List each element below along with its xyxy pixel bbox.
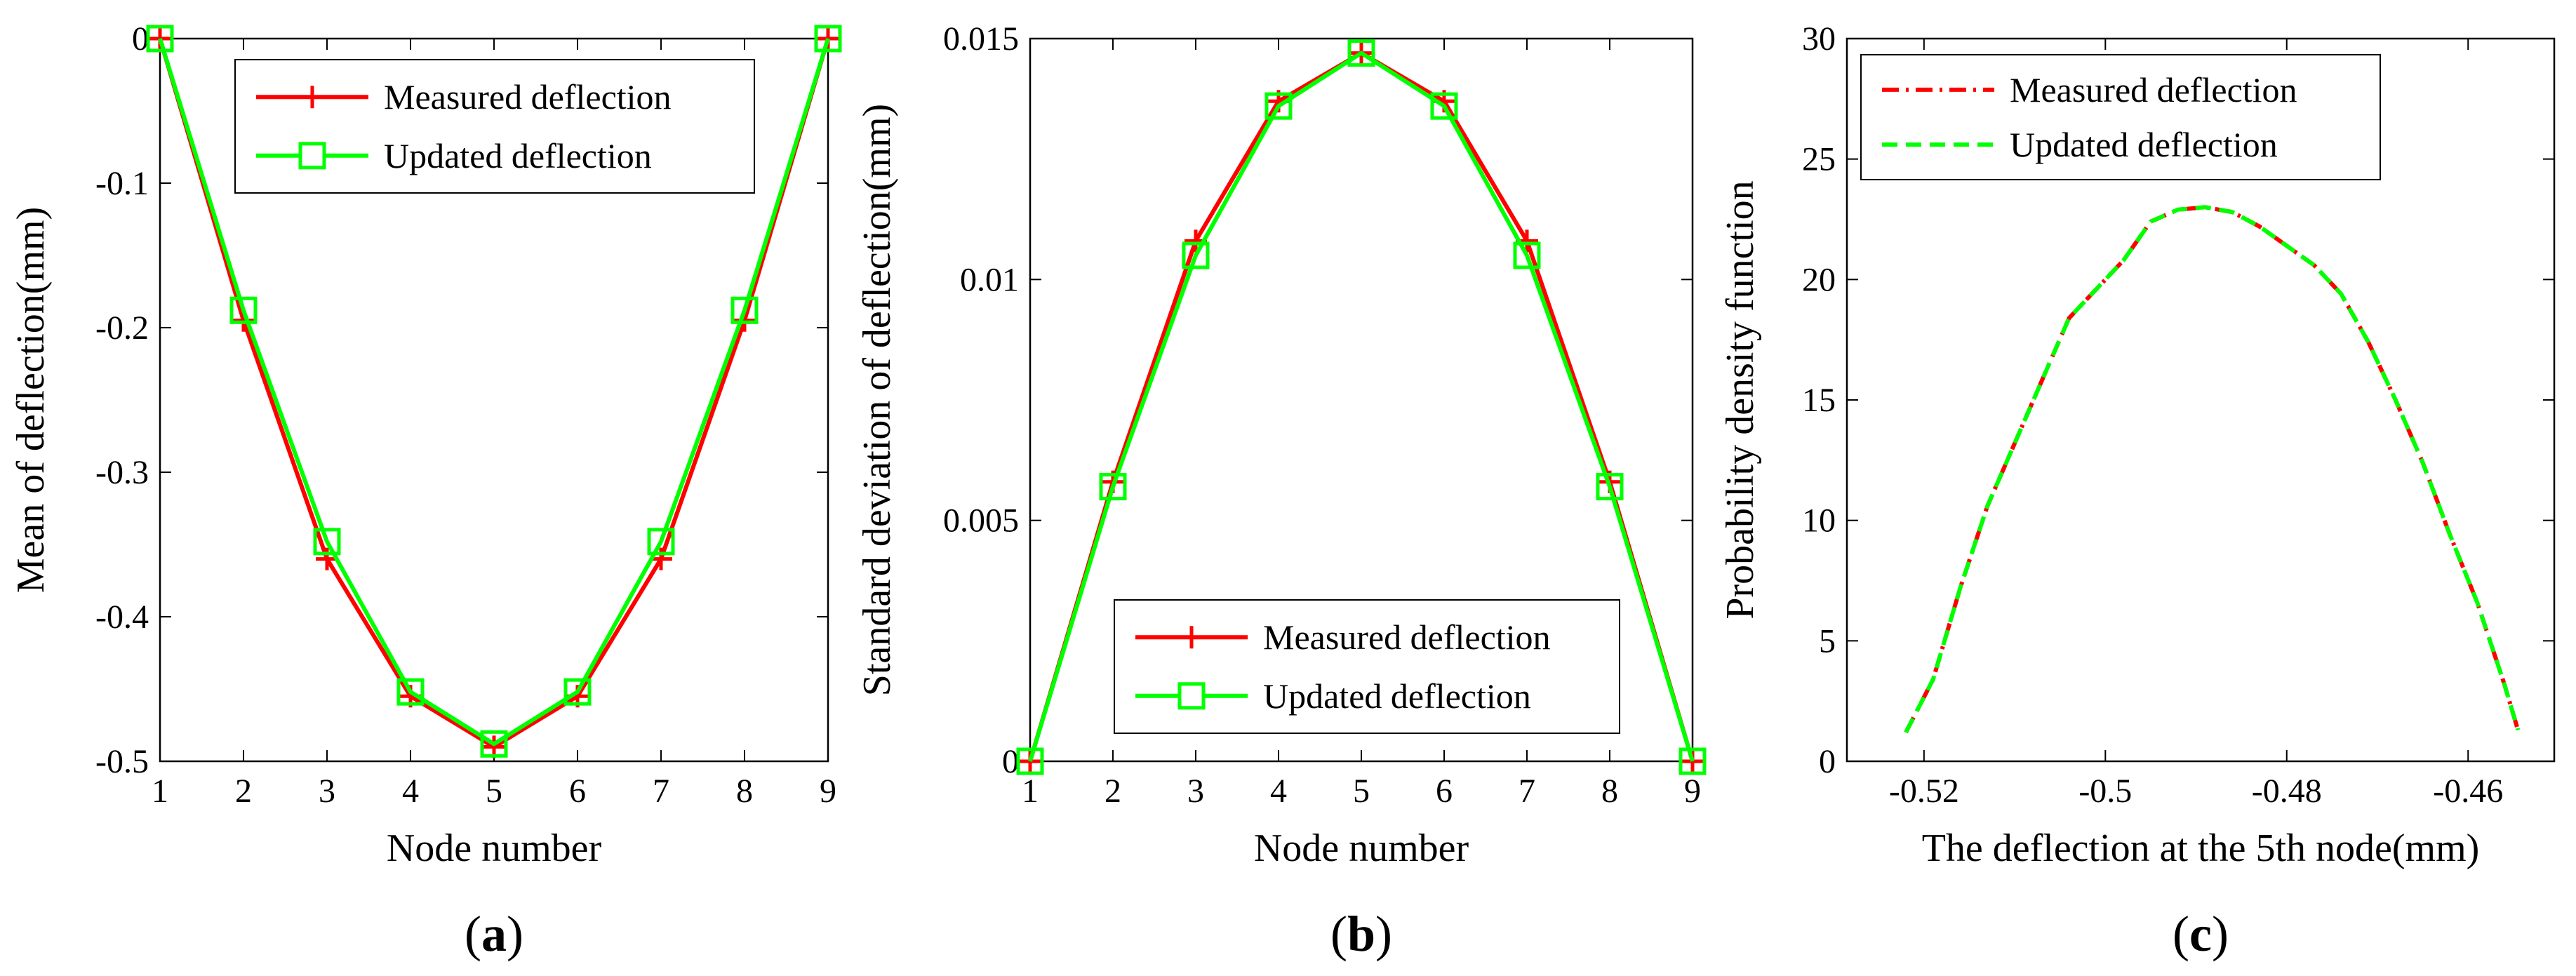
y-tick-label: -0.3	[95, 454, 149, 491]
legend-label: Updated deflection	[1263, 676, 1531, 716]
data-point-updated	[563, 678, 592, 706]
panel-label-open-paren: (	[1330, 906, 1347, 962]
x-tick-label: 5	[486, 773, 502, 810]
data-point-updated	[730, 296, 759, 324]
y-tick-label: 0.01	[960, 261, 1019, 298]
data-point-updated	[396, 678, 425, 706]
x-tick-label: -0.5	[2078, 773, 2132, 810]
x-tick-label: 9	[820, 773, 836, 810]
legend: Measured deflection Updated deflection	[1114, 599, 1620, 734]
y-tick-label: -0.5	[95, 743, 149, 780]
y-tick-label: 10	[1802, 502, 1836, 540]
x-tick-label: 3	[1187, 773, 1204, 810]
legend: Measured deflection Updated deflection	[234, 59, 755, 194]
data-point-updated	[229, 296, 258, 324]
x-tick-label: 8	[736, 773, 753, 810]
chart-panel-c: -0.52 -0.5 -0.48 -0.46 0 5 10 15 20 25 30 The defle…	[1719, 20, 2556, 962]
y-tick-label: -0.1	[95, 165, 149, 202]
x-tick-label: 8	[1601, 773, 1618, 810]
data-point-updated	[814, 25, 842, 53]
x-tick-label: 1	[1022, 773, 1039, 810]
panel-label-close-paren: )	[507, 906, 523, 962]
panel-label-open-paren: (	[2173, 906, 2189, 962]
chart-panel-b: 1 2 3 4 5 6 7 8 9 0 0.005 0.01 0.015 Node number Stand…	[855, 20, 1707, 962]
y-tick-label: -0.2	[95, 309, 149, 347]
y-tick-label: 5	[1819, 622, 1836, 660]
x-tick-label: 2	[1105, 773, 1121, 810]
data-point-updated	[1264, 92, 1293, 120]
data-point-updated	[1347, 39, 1375, 67]
series-line-updated	[1028, 51, 1695, 762]
legend-label: Measured deflection	[1263, 617, 1551, 657]
legend-marker-plus	[1180, 626, 1203, 649]
panel-label-close-paren: )	[1375, 906, 1392, 962]
data-point-updated	[647, 528, 675, 556]
data-point-updated	[480, 730, 508, 758]
data-point-updated	[1430, 92, 1458, 120]
legend-box	[234, 59, 755, 194]
panel-label-letter: b	[1347, 906, 1375, 962]
y-axis-label: Probability density function	[1719, 180, 1762, 619]
legend-marker-square	[298, 142, 326, 170]
series-line-updated	[158, 38, 830, 747]
y-axis-label: Mean of deflection(mm)	[9, 207, 53, 593]
panel-label: (b)	[1330, 906, 1392, 962]
x-tick-label: -0.52	[1889, 773, 1959, 810]
data-point-updated	[1513, 241, 1541, 269]
x-tick-label: 6	[569, 773, 586, 810]
y-tick-label: 30	[1802, 20, 1836, 58]
panel-label-close-paren: )	[2212, 906, 2229, 962]
data-point-updated	[1182, 241, 1210, 269]
legend-box	[1114, 599, 1620, 734]
y-tick-label: 0.015	[943, 20, 1019, 58]
panel-label: (c)	[2173, 906, 2229, 962]
x-tick-label: 2	[235, 773, 252, 810]
data-point-updated	[1679, 747, 1707, 775]
legend: Measured deflection Updated deflection	[1860, 54, 2381, 180]
data-point-updated	[146, 25, 174, 53]
x-tick-label: 4	[1270, 773, 1287, 810]
data-point-updated	[1016, 747, 1044, 775]
legend-box	[1860, 54, 2381, 180]
x-tick-label: 7	[1519, 773, 1535, 810]
y-tick-label: 0	[132, 20, 149, 58]
x-axis-label: Node number	[1254, 827, 1469, 870]
x-tick-label: 3	[319, 773, 335, 810]
x-axis-label: The deflection at the 5th node(mm)	[1922, 827, 2480, 870]
x-tick-label: -0.46	[2433, 773, 2503, 810]
x-tick-label: 4	[402, 773, 419, 810]
data-point-updated	[1099, 473, 1127, 501]
y-tick-label: 20	[1802, 261, 1836, 298]
legend-marker-plus	[301, 86, 323, 109]
x-tick-label: 5	[1353, 773, 1370, 810]
y-tick-label: 15	[1802, 382, 1836, 419]
y-tick-label: 0	[1819, 743, 1836, 780]
x-tick-label: -0.48	[2252, 773, 2322, 810]
data-point-updated	[313, 528, 341, 556]
legend-label: Measured deflection	[2010, 70, 2297, 109]
x-tick-label: 7	[653, 773, 669, 810]
x-tick-label: 1	[152, 773, 168, 810]
panel-label-letter: a	[481, 906, 507, 962]
legend-label: Measured deflection	[384, 77, 672, 116]
y-tick-label: -0.4	[95, 599, 149, 636]
legend-label: Updated deflection	[2010, 125, 2278, 164]
legend-marker-square	[1177, 682, 1206, 710]
legend-label: Updated deflection	[384, 136, 652, 175]
panel-label: (a)	[465, 906, 523, 962]
data-point-updated	[1596, 473, 1624, 501]
x-axis-label: Node number	[387, 827, 602, 870]
y-tick-label: 25	[1802, 141, 1836, 178]
series-line-measured	[1904, 205, 2521, 734]
panel-label-open-paren: (	[465, 906, 481, 962]
y-axis-label: Standard deviation of deflection(mm)	[855, 104, 899, 696]
x-tick-label: 6	[1436, 773, 1453, 810]
y-tick-label: 0.005	[943, 502, 1019, 540]
panel-label-letter: c	[2189, 906, 2212, 962]
y-tick-label: 0	[1002, 743, 1019, 780]
x-tick-label: 9	[1684, 773, 1701, 810]
series-line-updated	[1904, 205, 2521, 734]
chart-panel-a: 1 2 3 4 5 6 7 8 9 0 -0.1 -0.2 -0.3 -0.4 -0.5 Node numbe…	[9, 20, 842, 962]
